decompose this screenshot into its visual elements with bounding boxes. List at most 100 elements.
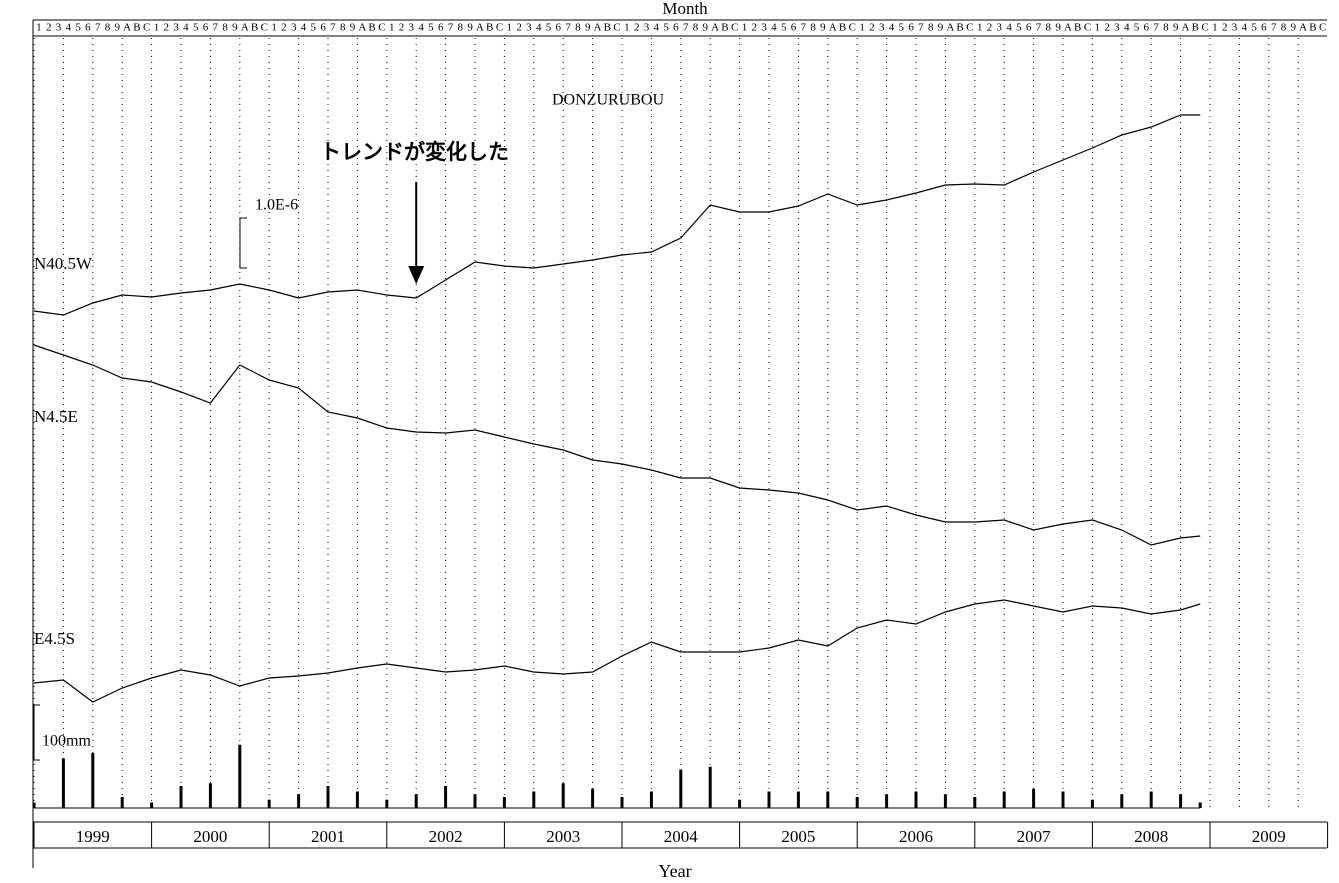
month-tick-label: A [946,22,954,34]
month-tick-label: 4 [771,22,777,34]
rain-bar [91,753,95,808]
month-tick-label: C [1201,22,1208,34]
rain-bar [885,794,889,808]
month-tick-label: A [1182,22,1190,34]
month-tick-label: 7 [213,22,219,34]
month-tick-label: 4 [536,22,542,34]
month-tick-label: 3 [526,22,532,34]
month-tick-label: 3 [409,22,415,34]
month-tick-label: 5 [75,22,81,34]
month-tick-label: 2 [281,22,287,34]
month-tick-label: B [721,22,728,34]
rain-bar [855,797,859,808]
rain-bar [1149,791,1153,808]
rain-bar [150,802,154,808]
month-tick-label: B [133,22,140,34]
month-tick-label: 9 [703,22,709,34]
month-tick-label: 9 [115,22,121,34]
month-tick-label: 7 [330,22,336,34]
rain-bar [502,797,506,808]
month-tick-label: 5 [1016,22,1022,34]
month-tick-label: 1 [977,22,983,34]
month-tick-label: C [849,22,856,34]
rain-bar [355,791,359,808]
scale-bar [239,217,247,269]
month-tick-label: 6 [320,22,326,34]
month-tick-label: 8 [222,22,228,34]
rain-bar [943,794,947,808]
year-tick-label: 2001 [311,827,345,846]
month-tick-label: A [1299,22,1307,34]
rain-bar [561,783,565,808]
series-label: E4.5S [34,629,75,648]
month-tick-label: 9 [820,22,826,34]
month-tick-label: C [143,22,150,34]
rain-bar [297,794,301,808]
month-tick-label: 2 [1104,22,1110,34]
rain-bar [738,799,742,808]
month-tick-label: 1 [271,22,277,34]
month-tick-label: 1 [507,22,513,34]
month-tick-label: B [1074,22,1081,34]
month-tick-label: 1 [36,22,42,34]
month-tick-label: 5 [428,22,434,34]
year-tick-label: 1999 [76,827,110,846]
strain-line [33,599,1201,703]
scale-label: 100mm [42,733,91,750]
rain-bar [179,786,183,808]
month-tick-label: 9 [938,22,944,34]
year-tick-label: 2000 [193,827,227,846]
month-tick-label: 9 [1173,22,1179,34]
rain-bar [1090,799,1094,808]
rain-bar [208,783,212,808]
month-tick-label: 5 [193,22,199,34]
series-label: N4.5E [34,407,78,426]
rain-bar [444,786,448,808]
month-tick-label: 6 [1144,22,1150,34]
rain-bar [32,802,36,808]
rain-bar [620,797,624,808]
month-tick-label: 4 [1006,22,1012,34]
month-tick-label: 5 [781,22,787,34]
month-tick-label: B [251,22,258,34]
month-tick-label: 7 [565,22,571,34]
month-tick-label: 5 [1134,22,1140,34]
annotation: トレンドが変化した [320,140,509,164]
month-tick-label: 6 [556,22,562,34]
month-tick-label: 5 [663,22,669,34]
month-tick-label: 3 [1232,22,1238,34]
month-tick-label: 7 [918,22,924,34]
scale-bar [33,704,40,761]
month-tick-label: 6 [1026,22,1032,34]
month-tick-label: 2 [1222,22,1228,34]
month-tick-label: C [1319,22,1326,34]
month-tick-label: 2 [869,22,875,34]
month-tick-label: 8 [1163,22,1169,34]
month-tick-label: 1 [1095,22,1101,34]
annotation-arrowhead [408,266,425,284]
rain-bar [973,797,977,808]
rain-bar [238,744,242,808]
month-tick-label: 3 [761,22,767,34]
rain-bar [679,769,683,808]
month-tick-label: 6 [203,22,209,34]
month-tick-label: 8 [575,22,581,34]
year-tick-label: 2004 [664,827,699,846]
month-tick-label: 3 [1114,22,1120,34]
month-tick-label: 9 [350,22,356,34]
month-tick-label: B [486,22,493,34]
month-tick-label: C [496,22,503,34]
rain-bar [796,791,800,808]
rain-bar [267,799,271,808]
chart-title: DONZURUBOU [552,92,664,109]
month-tick-label: C [1084,22,1091,34]
month-tick-label: 6 [673,22,679,34]
month-tick-label: 4 [1124,22,1130,34]
month-tick-label: 1 [742,22,748,34]
month-tick-label: 8 [1281,22,1287,34]
month-tick-label: A [1064,22,1072,34]
month-tick-label: C [966,22,973,34]
month-tick-label: 9 [585,22,591,34]
rain-bar [826,791,830,808]
